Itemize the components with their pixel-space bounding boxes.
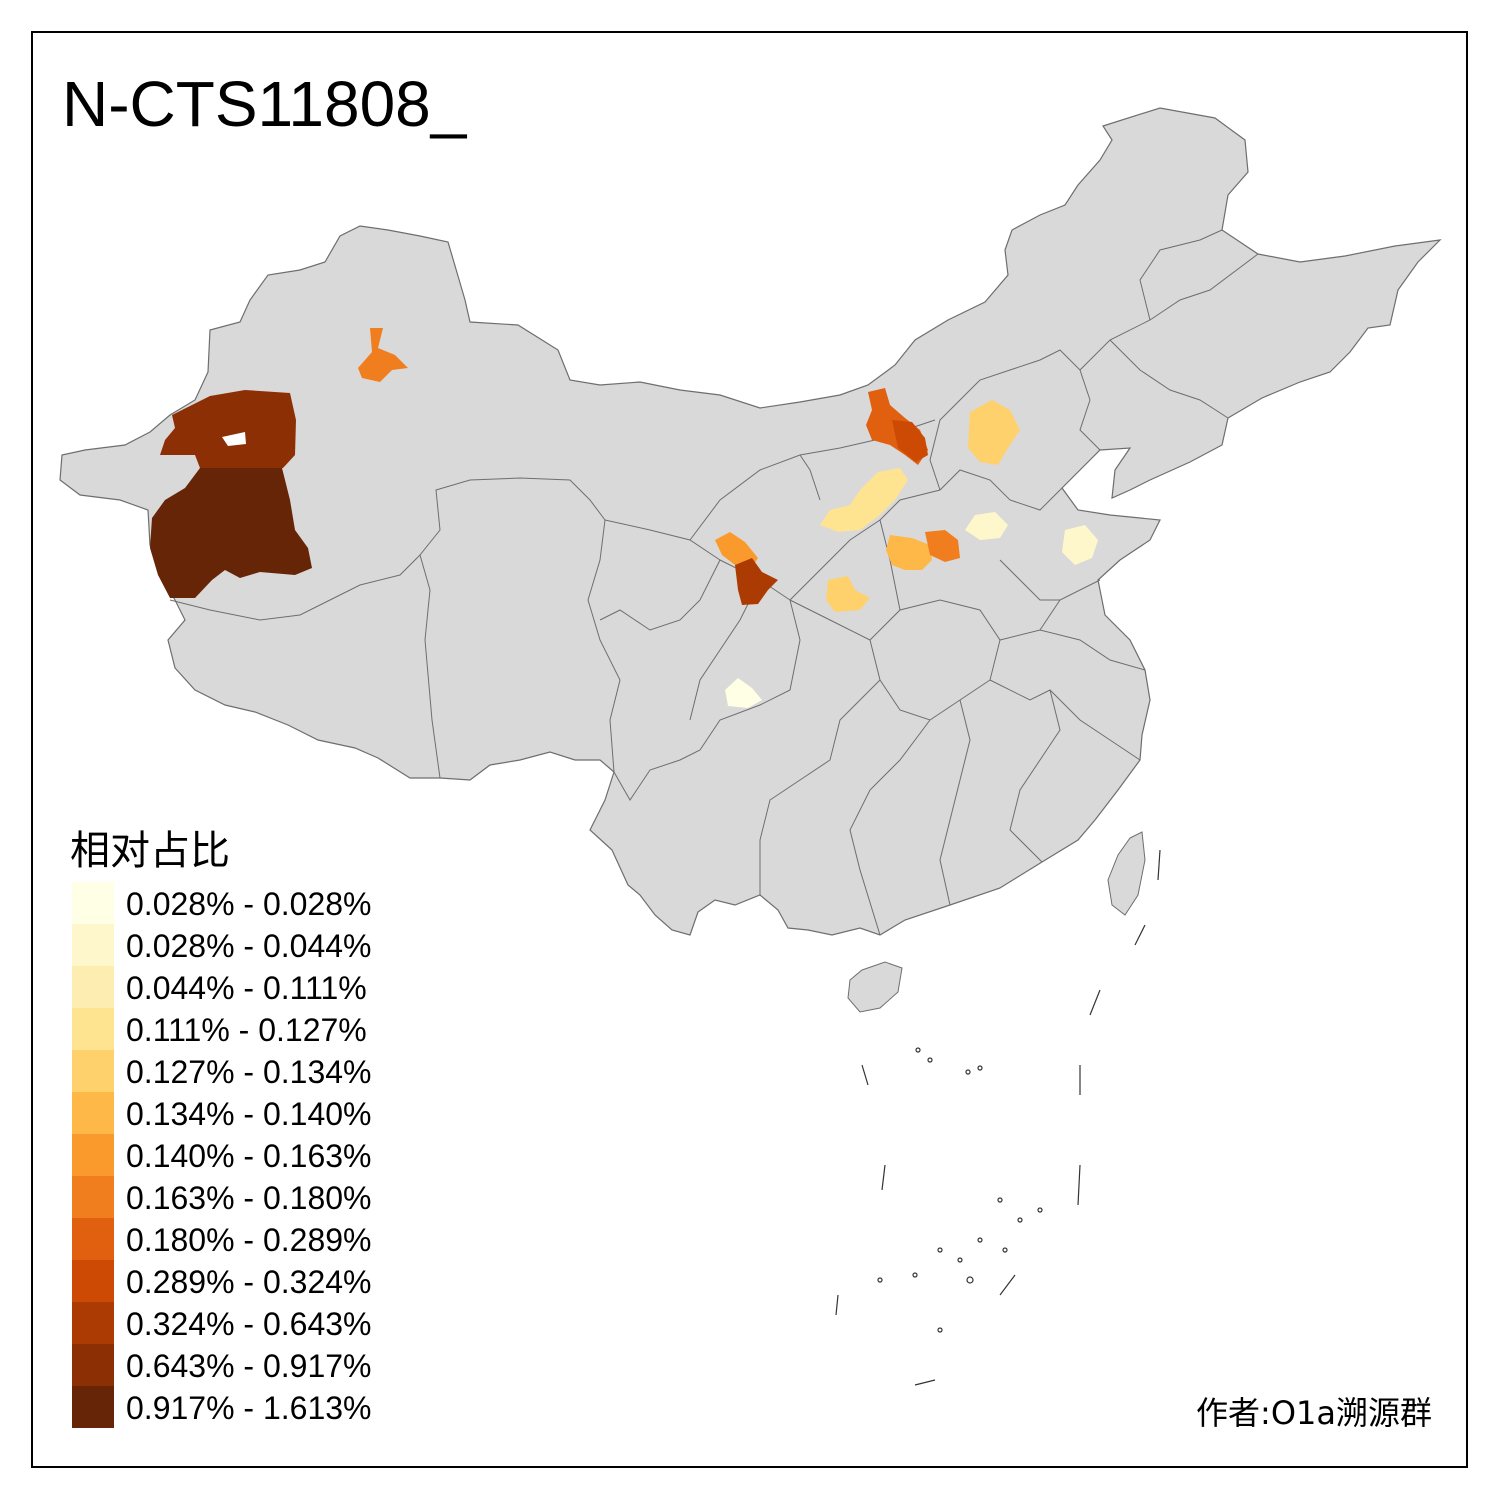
region-kizilsu bbox=[160, 390, 296, 468]
china-mainland bbox=[59, 107, 1442, 936]
legend-swatch bbox=[72, 882, 114, 924]
region-zhangjiakou bbox=[968, 400, 1020, 465]
region-hebei-south bbox=[965, 512, 1008, 540]
legend-swatch bbox=[72, 966, 114, 1008]
legend-label: 0.324% - 0.643% bbox=[126, 1306, 372, 1342]
legend-label: 0.028% - 0.028% bbox=[126, 886, 372, 922]
region-sichuan bbox=[725, 678, 762, 708]
legend-label: 0.180% - 0.289% bbox=[126, 1222, 372, 1258]
south-sea-islands bbox=[835, 849, 1161, 1386]
region-xian bbox=[826, 576, 870, 612]
legend-swatch bbox=[72, 1386, 114, 1428]
region-yangquan bbox=[925, 530, 960, 562]
map-title: N-CTS11808_ bbox=[62, 68, 467, 140]
highlighted-regions bbox=[150, 328, 1098, 708]
legend-label: 0.289% - 0.324% bbox=[126, 1264, 372, 1300]
region-kashgar bbox=[150, 468, 312, 598]
legend-swatch bbox=[72, 924, 114, 966]
region-yulin bbox=[820, 468, 908, 532]
region-hohhot bbox=[892, 420, 928, 462]
legend-swatch bbox=[72, 1260, 114, 1302]
region-lake bbox=[222, 432, 246, 446]
legend-swatch bbox=[72, 1092, 114, 1134]
legend-swatch bbox=[72, 1134, 114, 1176]
taiwan bbox=[1107, 831, 1146, 916]
legend-label: 0.643% - 0.917% bbox=[126, 1348, 372, 1384]
legend-swatch bbox=[72, 1008, 114, 1050]
legend-swatch bbox=[72, 1302, 114, 1344]
legend-swatch bbox=[72, 1344, 114, 1386]
legend-swatch bbox=[72, 1218, 114, 1260]
legend-title: 相对占比 bbox=[70, 828, 230, 874]
hainan bbox=[847, 961, 903, 1013]
legend-label: 0.111% - 0.127% bbox=[126, 1012, 367, 1048]
legend-label: 0.028% - 0.044% bbox=[126, 928, 372, 964]
legend-label: 0.127% - 0.134% bbox=[126, 1054, 372, 1090]
legend-swatch bbox=[72, 1050, 114, 1092]
region-taiyuan bbox=[886, 535, 932, 570]
region-dingxi bbox=[735, 558, 778, 605]
legend-label: 0.044% - 0.111% bbox=[126, 970, 367, 1006]
legend-label: 0.140% - 0.163% bbox=[126, 1138, 372, 1174]
region-tacheng bbox=[358, 328, 408, 382]
legend-label: 0.917% - 1.613% bbox=[126, 1390, 372, 1426]
legend-swatch bbox=[72, 1176, 114, 1218]
map-frame bbox=[31, 31, 1468, 1468]
legend-label: 0.163% - 0.180% bbox=[126, 1180, 372, 1216]
region-shandong bbox=[1062, 525, 1098, 565]
province-borders bbox=[169, 229, 1259, 936]
author-credit: 作者:O1a溯源群 bbox=[1196, 1394, 1432, 1432]
legend-label: 0.134% - 0.140% bbox=[126, 1096, 372, 1132]
